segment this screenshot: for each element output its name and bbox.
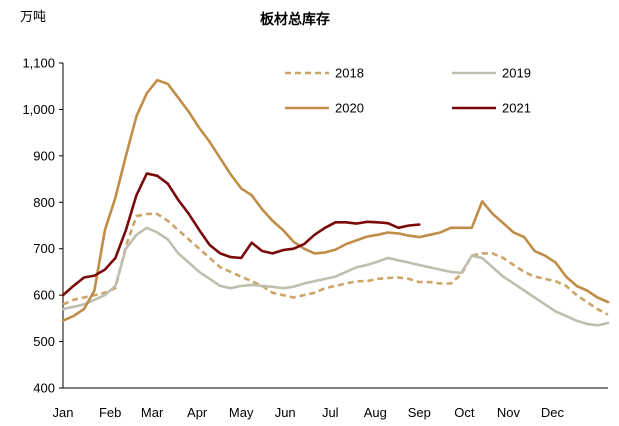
y-axis-unit: 万吨 [20,10,46,25]
x-tick-label: Apr [187,405,208,420]
y-tick-label: 600 [33,288,55,303]
x-tick-label: Sep [408,405,431,420]
series-line-2021 [61,172,421,297]
y-tick-label: 400 [33,381,55,396]
chart-title: 板材总库存 [260,11,330,28]
x-tick-label: Mar [141,405,164,420]
series-lines [61,78,610,327]
legend-label-2019: 2019 [502,66,531,81]
y-tick-label: 700 [33,241,55,256]
x-tick-label: Dec [541,405,565,420]
y-axis-ticks: 400 500 600 700 800 900 1,000 1,100 [22,56,63,396]
x-tick-label: May [229,405,254,420]
x-tick-label: Feb [99,405,121,420]
x-tick-label: Aug [364,405,387,420]
y-tick-label: 500 [33,334,55,349]
x-tick-label: Jul [322,405,339,420]
legend-label-2018: 2018 [335,66,364,81]
legend-label-2020: 2020 [335,101,364,116]
x-axis-ticks: Jan Feb Mar Apr May Jun Jul Aug Sep Oct Nov Dec [53,405,565,420]
x-tick-label: Nov [497,405,521,420]
legend: 2018 2019 2020 2021 [285,66,531,116]
y-tick-label: 1,000 [22,102,55,117]
y-tick-label: 800 [33,195,55,210]
series-line-2019 [61,226,610,327]
legend-label-2021: 2021 [502,101,531,116]
y-tick-label: 1,100 [22,56,55,71]
x-tick-label: Jan [53,405,74,420]
x-tick-label: Jun [275,405,296,420]
y-tick-label: 900 [33,148,55,163]
series-line-2020 [61,78,610,323]
x-tick-label: Oct [454,405,475,420]
